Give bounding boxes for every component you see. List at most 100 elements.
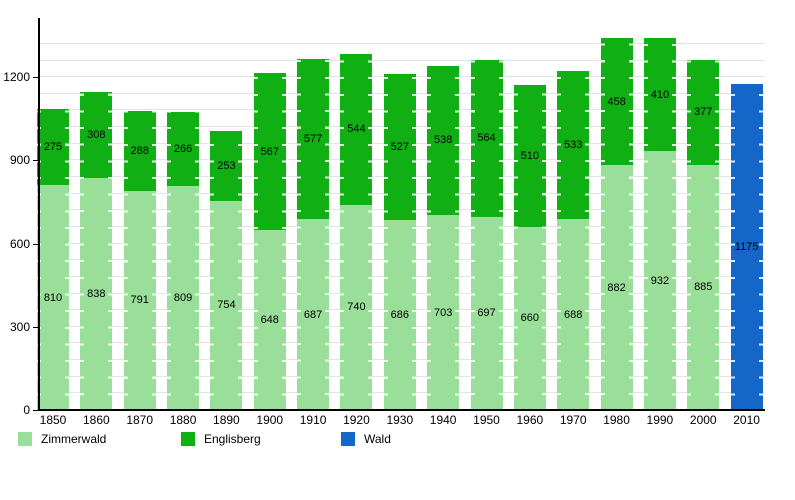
legend-label-zimmerwald: Zimmerwald: [41, 431, 107, 446]
wald-swatch-icon: [341, 432, 355, 446]
bar-value-label: 538: [433, 134, 453, 147]
bar-segment-zimmerwald-1900: 648: [253, 230, 286, 410]
bar-segment-englisberg-1850: 275: [37, 109, 69, 186]
bar-segment-englisberg-1920: 544: [340, 53, 373, 205]
bar-1920: 740 544: [340, 53, 373, 410]
bar-value-label: 648: [260, 314, 279, 327]
x-axis-label: 1920: [343, 413, 370, 427]
bar-segment-zimmerwald-1920: 740: [340, 204, 373, 410]
y-axis-tick: [33, 410, 39, 411]
bar-value-label: 885: [694, 281, 713, 294]
bar-value-label: 253: [217, 159, 236, 172]
bar-value-label: 266: [173, 142, 193, 155]
plot-area: 810 275 838 308 791 288 809 266 754 253 648 567 687 5…: [37, 20, 765, 410]
bar-segment-zimmerwald-1880: 809: [167, 185, 200, 410]
legend-item-englisberg: Englisberg: [181, 431, 261, 447]
legend-label-englisberg: Englisberg: [204, 431, 261, 446]
bar-1880: 809 266: [167, 111, 200, 410]
x-axis-label: 1910: [299, 413, 327, 427]
bar-segment-englisberg-1930: 527: [383, 73, 416, 220]
bar-segment-zimmerwald-1860: 838: [80, 177, 113, 410]
y-axis-tick: [33, 160, 39, 162]
y-axis-label: 1200: [3, 70, 30, 85]
bar-1970: 688 533: [557, 71, 590, 410]
x-axis-label: 1860: [82, 413, 110, 427]
bar-segment-englisberg-1980: 458: [600, 38, 633, 166]
bar-segment-zimmerwald-2000: 885: [687, 164, 720, 410]
x-axis-label: 1880: [169, 413, 197, 427]
bar-segment-englisberg-1880: 266: [167, 111, 200, 186]
y-axis-line: [38, 18, 40, 411]
bar-value-label: 308: [87, 128, 106, 141]
x-axis-line: [38, 409, 765, 411]
bar-value-label: 688: [564, 308, 583, 321]
bar-segment-zimmerwald-1910: 687: [297, 219, 330, 410]
bar-1850: 810 275: [37, 109, 69, 410]
bar-segment-englisberg-1990: 410: [643, 37, 676, 152]
bar-value-label: 275: [43, 141, 63, 154]
bar-value-label: 377: [694, 106, 713, 119]
y-axis-label: 900: [9, 153, 30, 168]
englisberg-swatch-icon: [181, 432, 195, 446]
bar-value-label: 932: [650, 274, 670, 287]
bar-value-label: 288: [130, 144, 149, 157]
zimmerwald-swatch-icon: [18, 432, 32, 446]
bar-segment-zimmerwald-1970: 688: [557, 219, 590, 410]
bar-segment-englisberg-2000: 377: [687, 59, 720, 165]
bar-value-label: 740: [347, 301, 366, 314]
bar-segment-englisberg-1950: 564: [470, 60, 503, 217]
bar-1960: 660 510: [513, 85, 546, 410]
legend-label-wald: Wald: [364, 431, 391, 446]
bar-segment-zimmerwald-1950: 697: [470, 216, 503, 410]
bar-value-label: 810: [43, 291, 63, 304]
bar-segment-zimmerwald-1930: 686: [383, 219, 416, 410]
bar-segment-englisberg-1910: 577: [297, 59, 330, 220]
bar-segment-zimmerwald-1870: 791: [123, 190, 156, 410]
bar-value-label: 410: [650, 88, 670, 101]
bar-value-label: 754: [217, 299, 236, 312]
y-axis-tick: [33, 326, 39, 328]
bar-1950: 697 564: [470, 60, 503, 410]
x-axis-label: 1960: [516, 413, 544, 427]
bar-segment-zimmerwald-1850: 810: [37, 185, 69, 410]
bar-value-label: 791: [130, 294, 149, 307]
x-axis-label: 1980: [603, 413, 630, 427]
gridline: [40, 59, 765, 61]
x-axis-label: 1930: [386, 413, 414, 427]
bar-segment-zimmerwald-1890: 754: [210, 200, 243, 410]
x-axis-label: 1940: [429, 413, 457, 427]
bar-1860: 838 308: [80, 92, 113, 410]
bar-segment-zimmerwald-1990: 932: [643, 151, 676, 410]
bar-value-label: 686: [390, 308, 409, 321]
bar-value-label: 527: [390, 140, 409, 153]
legend-item-zimmerwald: Zimmerwald: [18, 431, 106, 447]
bar-value-label: 838: [87, 287, 106, 300]
bar-value-label: 510: [520, 150, 540, 163]
bar-value-label: 882: [607, 281, 626, 294]
y-axis-tick: [33, 243, 39, 245]
y-axis-label: 300: [9, 319, 30, 334]
gridline: [40, 42, 765, 44]
x-axis-label: 1950: [473, 413, 500, 427]
bar-value-label: 544: [347, 123, 366, 136]
bar-value-label: 577: [303, 133, 323, 146]
x-axis-label: 1850: [39, 413, 67, 427]
bar-1980: 882 458: [600, 38, 633, 410]
bar-1900: 648 567: [253, 72, 286, 410]
bar-value-label: 564: [477, 132, 496, 145]
bar-1930: 686 527: [383, 73, 416, 410]
bar-1870: 791 288: [123, 110, 156, 410]
x-axis-label: 1990: [646, 413, 674, 427]
legend: Zimmerwald Englisberg Wald: [0, 431, 795, 447]
bar-segment-englisberg-1890: 253: [210, 130, 243, 201]
bar-2000: 885 377: [687, 59, 720, 410]
bar-segment-englisberg-1870: 288: [123, 110, 156, 191]
y-axis-label: 600: [9, 236, 30, 251]
bar-2010: 1175: [730, 84, 763, 410]
bar-value-label: 533: [564, 139, 583, 152]
bar-value-label: 458: [607, 95, 626, 108]
x-axis-label: 1890: [213, 413, 240, 427]
y-axis-tick: [33, 77, 39, 79]
x-axis-label: 1870: [126, 413, 154, 427]
